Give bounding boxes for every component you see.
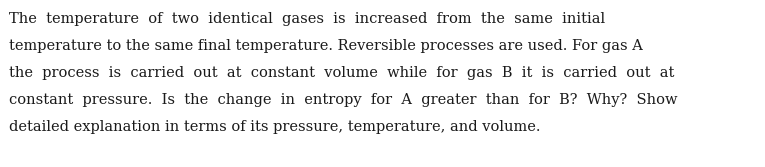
Text: the  process  is  carried  out  at  constant  volume  while  for  gas  B  it  is: the process is carried out at constant v… [9,66,675,80]
Text: constant  pressure.  Is  the  change  in  entropy  for  A  greater  than  for  B: constant pressure. Is the change in entr… [9,93,678,107]
Text: The  temperature  of  two  identical  gases  is  increased  from  the  same  ini: The temperature of two identical gases i… [9,12,605,26]
Text: detailed explanation in terms of its pressure, temperature, and volume.: detailed explanation in terms of its pre… [9,120,541,134]
Text: temperature to the same final temperature. Reversible processes are used. For ga: temperature to the same final temperatur… [9,39,643,53]
